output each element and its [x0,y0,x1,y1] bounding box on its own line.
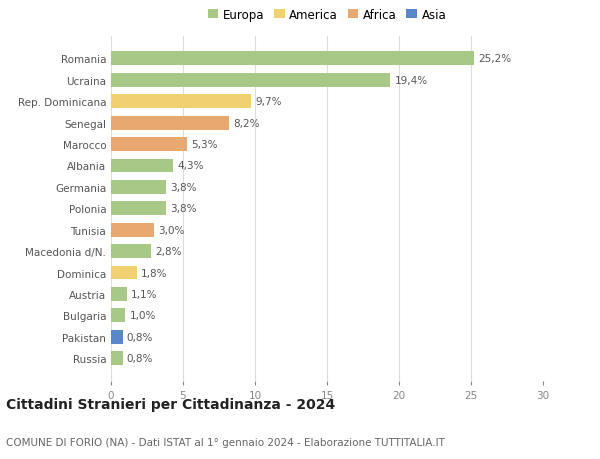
Text: 9,7%: 9,7% [255,97,281,107]
Text: 3,8%: 3,8% [170,183,197,192]
Text: 5,3%: 5,3% [191,140,218,150]
Text: 1,0%: 1,0% [130,311,156,321]
Text: 2,8%: 2,8% [155,246,182,257]
Bar [111,330,122,344]
Bar [111,180,166,195]
Text: Cittadini Stranieri per Cittadinanza - 2024: Cittadini Stranieri per Cittadinanza - 2… [6,397,335,411]
Bar [111,309,125,323]
Text: 3,8%: 3,8% [170,204,197,214]
Bar [111,287,127,301]
Text: 4,3%: 4,3% [177,161,204,171]
Text: 0,8%: 0,8% [127,353,153,364]
Bar [111,52,474,66]
Text: 1,8%: 1,8% [141,268,168,278]
Bar [111,223,154,237]
Bar [111,117,229,130]
Text: 3,0%: 3,0% [158,225,185,235]
Bar [111,245,151,258]
Bar [111,74,391,88]
Text: 25,2%: 25,2% [478,54,511,64]
Text: 1,1%: 1,1% [131,289,158,299]
Legend: Europa, America, Africa, Asia: Europa, America, Africa, Asia [205,6,449,24]
Bar [111,352,122,365]
Bar [111,95,251,109]
Text: 8,2%: 8,2% [233,118,260,129]
Text: COMUNE DI FORIO (NA) - Dati ISTAT al 1° gennaio 2024 - Elaborazione TUTTITALIA.I: COMUNE DI FORIO (NA) - Dati ISTAT al 1° … [6,437,445,448]
Bar [111,266,137,280]
Text: 0,8%: 0,8% [127,332,153,342]
Bar [111,138,187,152]
Text: 19,4%: 19,4% [395,76,428,86]
Bar [111,159,173,173]
Bar [111,202,166,216]
